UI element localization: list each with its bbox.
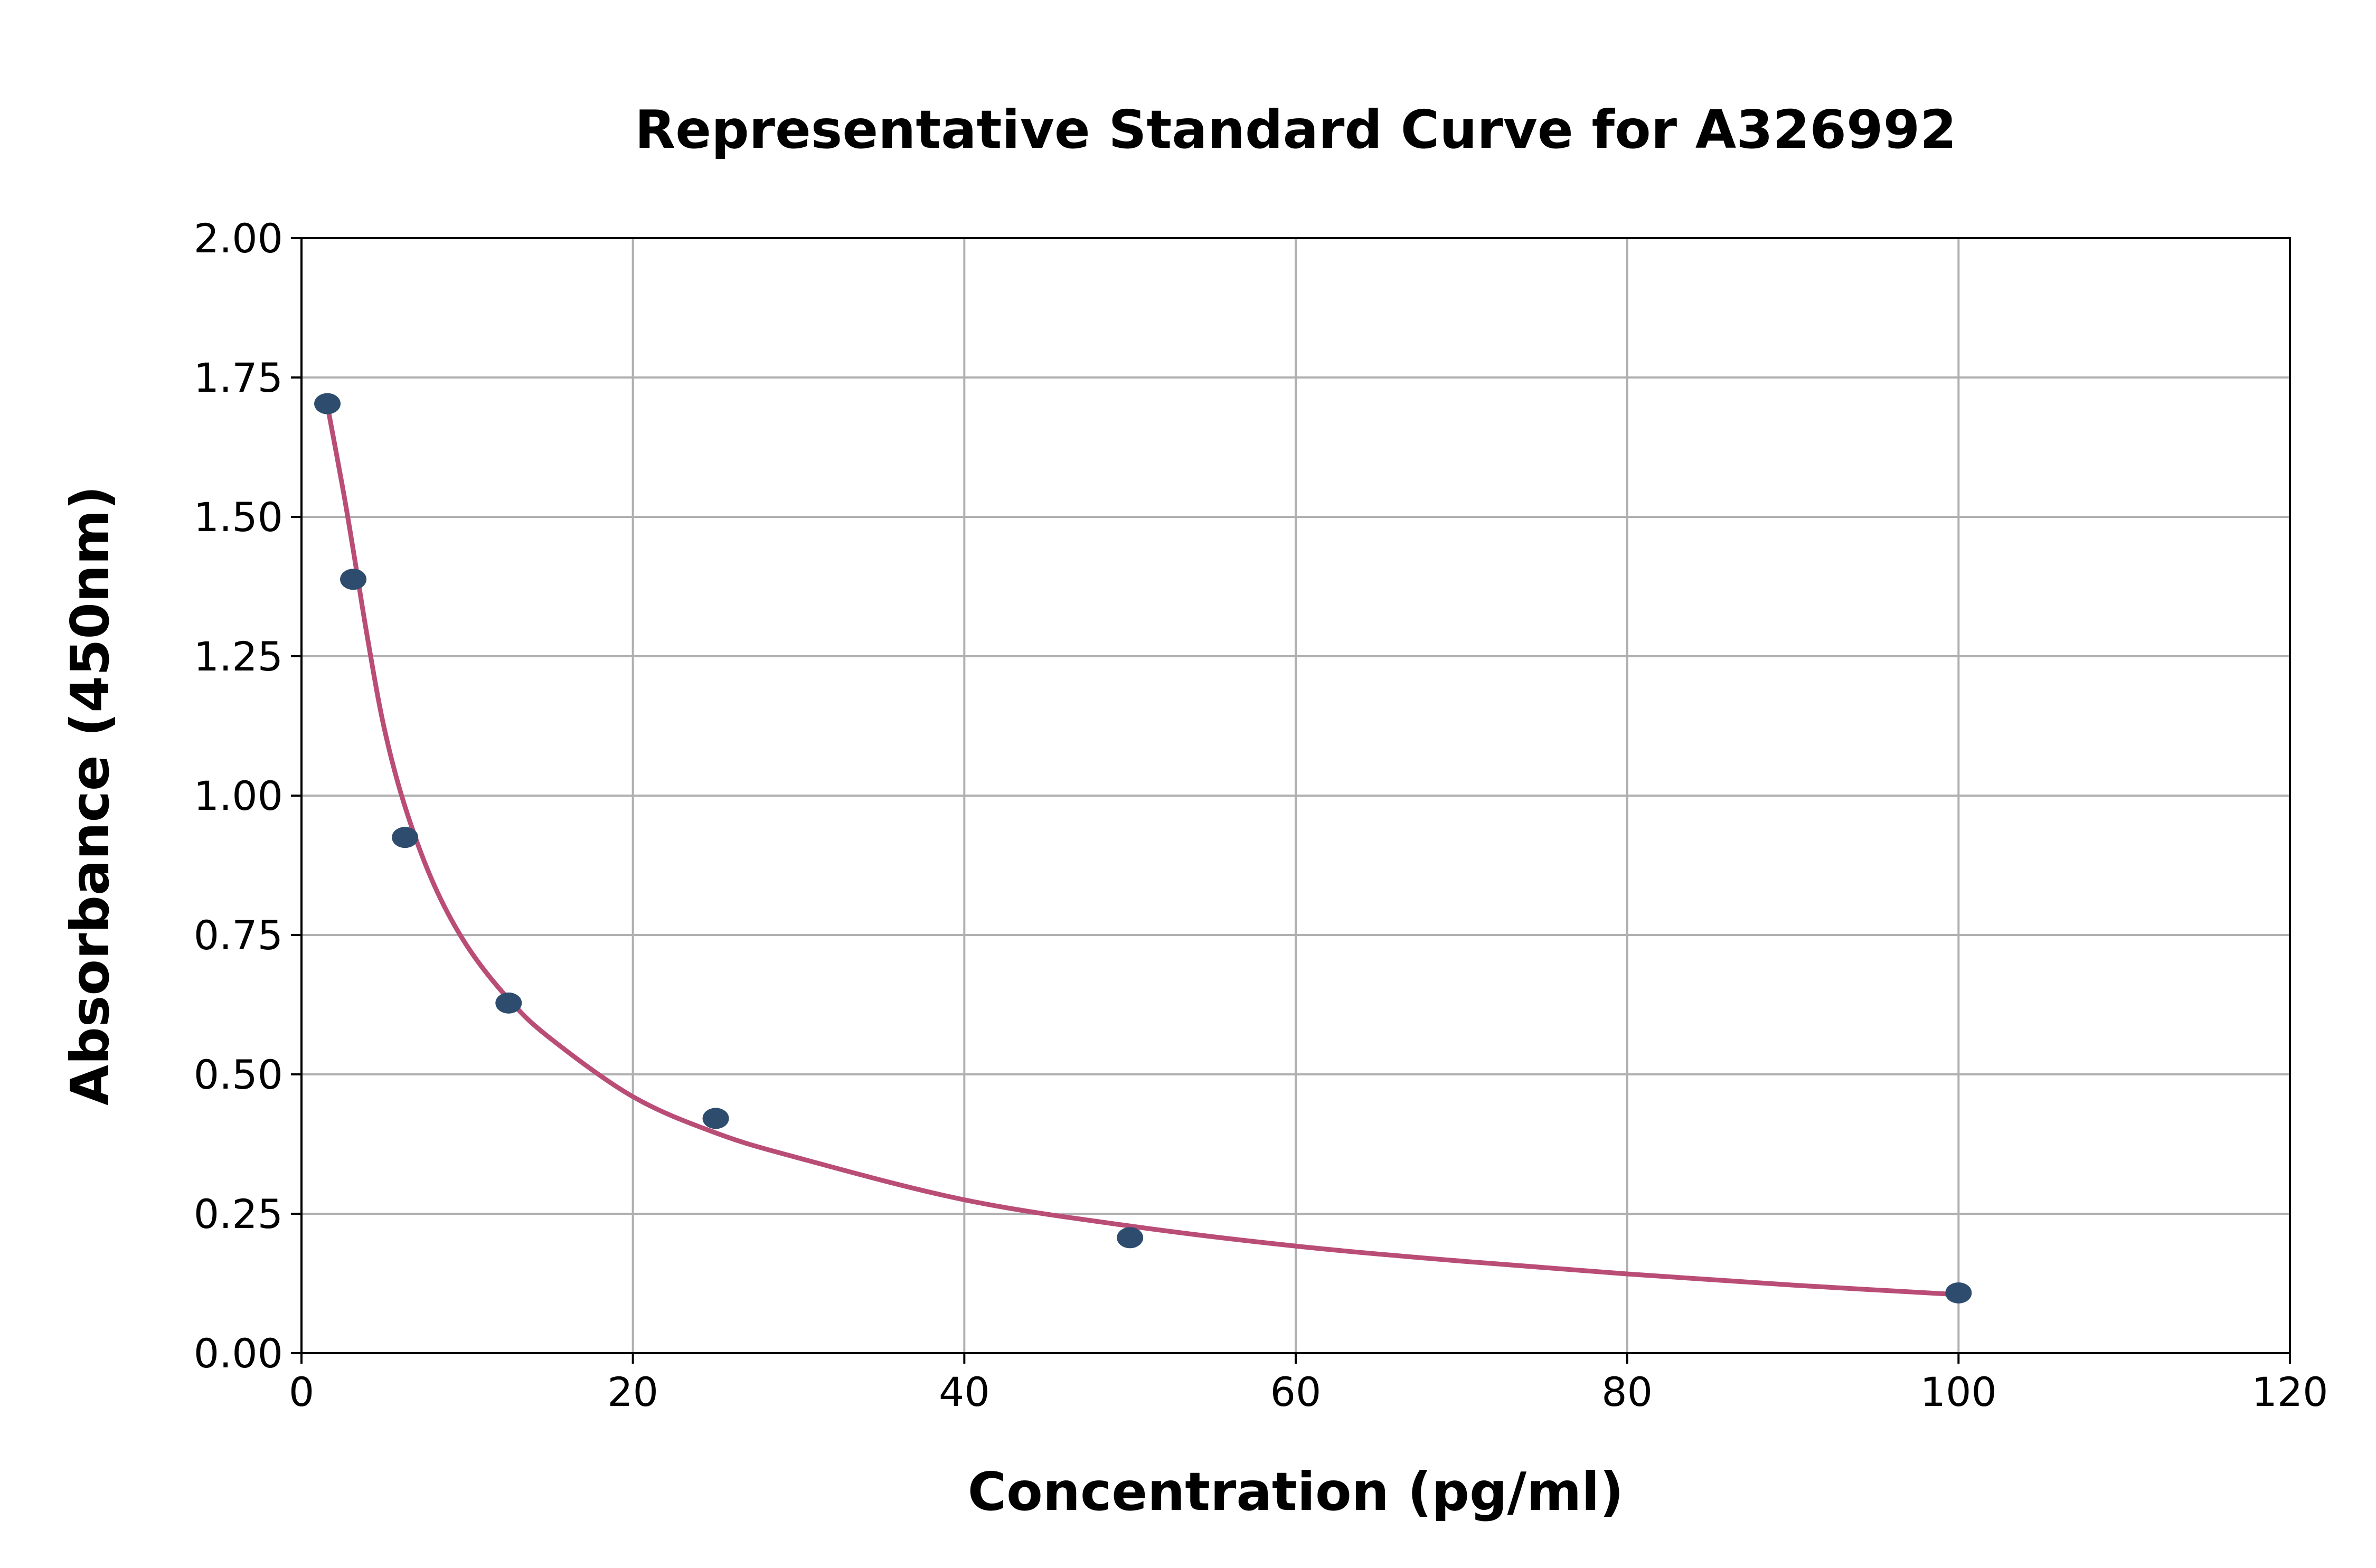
fitted-curve-layer (325, 404, 1959, 1297)
data-point (1945, 1282, 1972, 1303)
y-tick-label: 0.75 (194, 912, 283, 959)
data-point (1117, 1227, 1144, 1249)
y-axis-ticks: 0.00 0.25 0.50 0.75 1.00 1.25 1.50 1.75 2.00 (194, 215, 301, 1377)
data-point (314, 393, 341, 414)
x-tick-label: 40 (939, 1368, 990, 1415)
x-tick-label: 20 (607, 1368, 658, 1415)
data-point (340, 569, 367, 590)
y-tick-label: 2.00 (194, 215, 283, 262)
y-tick-label: 0.50 (194, 1051, 283, 1098)
chart-title: Representative Standard Curve for A32699… (635, 99, 1956, 160)
x-tick-label: 120 (2251, 1368, 2328, 1415)
y-tick-label: 1.50 (194, 494, 283, 541)
y-tick-label: 0.25 (194, 1191, 283, 1238)
x-tick-label: 0 (289, 1368, 314, 1415)
x-axis-ticks: 0 20 40 60 80 100 120 (289, 1353, 2328, 1415)
y-tick-label: 1.25 (194, 633, 283, 680)
y-axis-label: Absorbance (450nm) (59, 486, 121, 1106)
data-points-layer (314, 393, 1972, 1303)
x-axis-label: Concentration (pg/ml) (968, 1461, 1624, 1523)
grid (300, 237, 2291, 1354)
data-point (702, 1108, 729, 1129)
y-tick-label: 0.00 (194, 1330, 283, 1377)
fitted-curve-line (325, 404, 1959, 1297)
y-tick-label: 1.00 (194, 772, 283, 819)
data-point (392, 827, 419, 848)
data-point (495, 992, 522, 1014)
x-tick-label: 60 (1270, 1368, 1322, 1415)
x-tick-label: 100 (1920, 1368, 1997, 1415)
x-tick-label: 80 (1601, 1368, 1653, 1415)
y-tick-label: 1.75 (194, 354, 283, 401)
